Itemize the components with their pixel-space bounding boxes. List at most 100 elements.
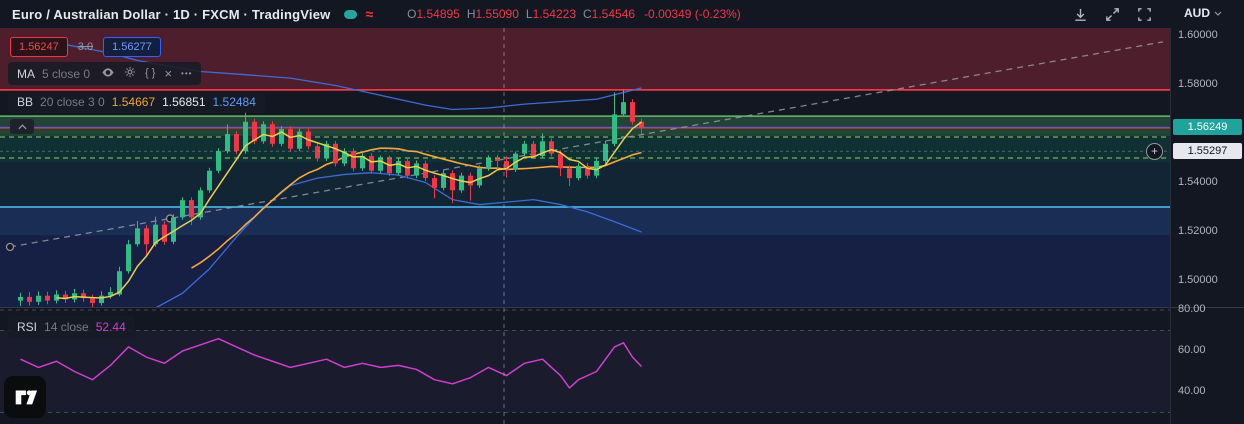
- rsi-line: [20, 337, 643, 389]
- main-pane: [0, 28, 1170, 308]
- squiggle-icon: ≈: [365, 6, 374, 22]
- trendline[interactable]: [9, 41, 1164, 248]
- price-chart[interactable]: [0, 0, 1170, 424]
- bb-params: 20 close 3 0: [40, 95, 105, 109]
- candle-body: [441, 173, 446, 188]
- header-toolbar: [1070, 4, 1154, 24]
- collapse-indicators-button[interactable]: [10, 119, 34, 134]
- rsi-name: RSI: [17, 320, 38, 334]
- price-zone: [0, 235, 1170, 308]
- rsi-tick: 40.00: [1178, 385, 1206, 397]
- current-price-badge: 1.56249: [1173, 119, 1242, 136]
- settings-button[interactable]: [124, 66, 136, 81]
- ma-slow-line: [191, 147, 642, 269]
- candle-body: [216, 151, 221, 171]
- candle-body: [369, 156, 374, 171]
- candle-body: [90, 298, 95, 304]
- candle-body: [225, 134, 230, 152]
- candle-body: [117, 271, 122, 295]
- candle-body: [450, 173, 455, 191]
- more-options-button[interactable]: •••: [181, 68, 193, 78]
- ma-params: 5 close 0: [42, 66, 91, 81]
- candle-body: [558, 153, 563, 169]
- ma-legend-controls: { } × •••: [101, 66, 192, 81]
- fullscreen-button[interactable]: [1134, 4, 1154, 24]
- crosshair: [0, 28, 1170, 424]
- currency-label: AUD: [1184, 6, 1210, 20]
- high-value: 1.55090: [475, 7, 519, 21]
- symbol-title[interactable]: Euro / Australian Dollar · 1D · FXCM · T…: [12, 6, 331, 22]
- maximize-icon: [1105, 7, 1119, 21]
- candle-body: [63, 294, 68, 300]
- tradingview-logo[interactable]: [4, 376, 46, 418]
- candle-body: [189, 200, 194, 218]
- add-alert-plus-button[interactable]: +: [1146, 143, 1163, 160]
- candle-body: [153, 224, 158, 245]
- ohlc-readout: O1.54895 H1.55090 L1.54223 C1.54546 -0.0…: [407, 7, 741, 21]
- rsi-tick: 60.00: [1178, 344, 1206, 356]
- rsi-indicator-legend[interactable]: RSI 14 close 52.44: [8, 316, 135, 338]
- bb-lower-value: 1.52484: [212, 95, 256, 109]
- candle-body: [243, 121, 248, 152]
- candle-body: [585, 165, 590, 176]
- rsi-value: 52.44: [95, 320, 126, 334]
- rsi-pane: [0, 309, 1170, 413]
- alert-price-flag[interactable]: 1.56247: [10, 37, 68, 58]
- candle-body: [378, 158, 383, 171]
- candle-body: [522, 143, 527, 154]
- price-axis[interactable]: 1.60000 1.58000 1.54000 1.52000 1.50000 80.00…: [1170, 28, 1244, 424]
- rsi-params: 14 close: [44, 320, 89, 334]
- candle-body: [594, 160, 599, 176]
- trendline-anchor[interactable]: [5, 242, 15, 252]
- market-status-icon: [344, 9, 358, 19]
- candle-body: [495, 158, 500, 161]
- bb-basis-value: 1.54667: [111, 95, 156, 109]
- order-price-flag[interactable]: 1.56277: [103, 37, 161, 58]
- candle-body: [297, 131, 302, 149]
- candle-body: [135, 228, 140, 245]
- source-code-button[interactable]: { }: [145, 67, 156, 79]
- candle-body: [477, 168, 482, 186]
- candle-body: [432, 178, 437, 188]
- price-zone: [0, 116, 1170, 136]
- close-label: C: [583, 7, 592, 21]
- remove-indicator-button[interactable]: ×: [164, 66, 173, 81]
- candle-body: [45, 295, 50, 301]
- candle-body: [621, 102, 626, 115]
- ma-indicator-legend[interactable]: MA 5 close 0 { } × •••: [8, 62, 202, 85]
- candles: [18, 89, 644, 308]
- candle-body: [27, 296, 32, 302]
- currency-selector[interactable]: AUD: [1184, 6, 1222, 20]
- download-icon: [1074, 8, 1086, 21]
- candle-body: [171, 217, 176, 242]
- candle-body: [333, 143, 338, 164]
- price-tick: 1.50000: [1178, 274, 1218, 286]
- candle-body: [612, 114, 617, 144]
- low-label: L: [525, 7, 533, 21]
- download-button[interactable]: [1070, 4, 1090, 24]
- candle-body: [270, 124, 275, 144]
- bb-indicator-legend[interactable]: BB 20 close 3 0 1.54667 1.56851 1.52484: [8, 91, 265, 113]
- pane-divider-axis: [1171, 307, 1244, 308]
- candle-body: [144, 228, 149, 245]
- rsi-tick: 80.00: [1178, 303, 1206, 315]
- visibility-button[interactable]: [101, 67, 115, 81]
- candle-body: [288, 129, 293, 149]
- candle-body: [576, 165, 581, 179]
- candle-body: [603, 143, 608, 161]
- eye-icon: [102, 67, 114, 77]
- candle-body: [315, 146, 320, 159]
- candle-body: [360, 156, 365, 169]
- maximize-button[interactable]: [1102, 4, 1122, 24]
- candle-body: [342, 151, 347, 164]
- ma-name: MA: [17, 66, 35, 81]
- struck-price-label[interactable]: 3.0: [77, 41, 94, 54]
- candle-body: [54, 294, 59, 301]
- candle-body: [108, 292, 113, 296]
- candle-body: [396, 160, 401, 174]
- fullscreen-icon: [1137, 7, 1151, 21]
- change-value: -0.00349 (-0.23%): [644, 7, 741, 21]
- candle-body: [198, 190, 203, 218]
- candle-body: [504, 161, 509, 170]
- chevron-up-icon: [17, 123, 27, 129]
